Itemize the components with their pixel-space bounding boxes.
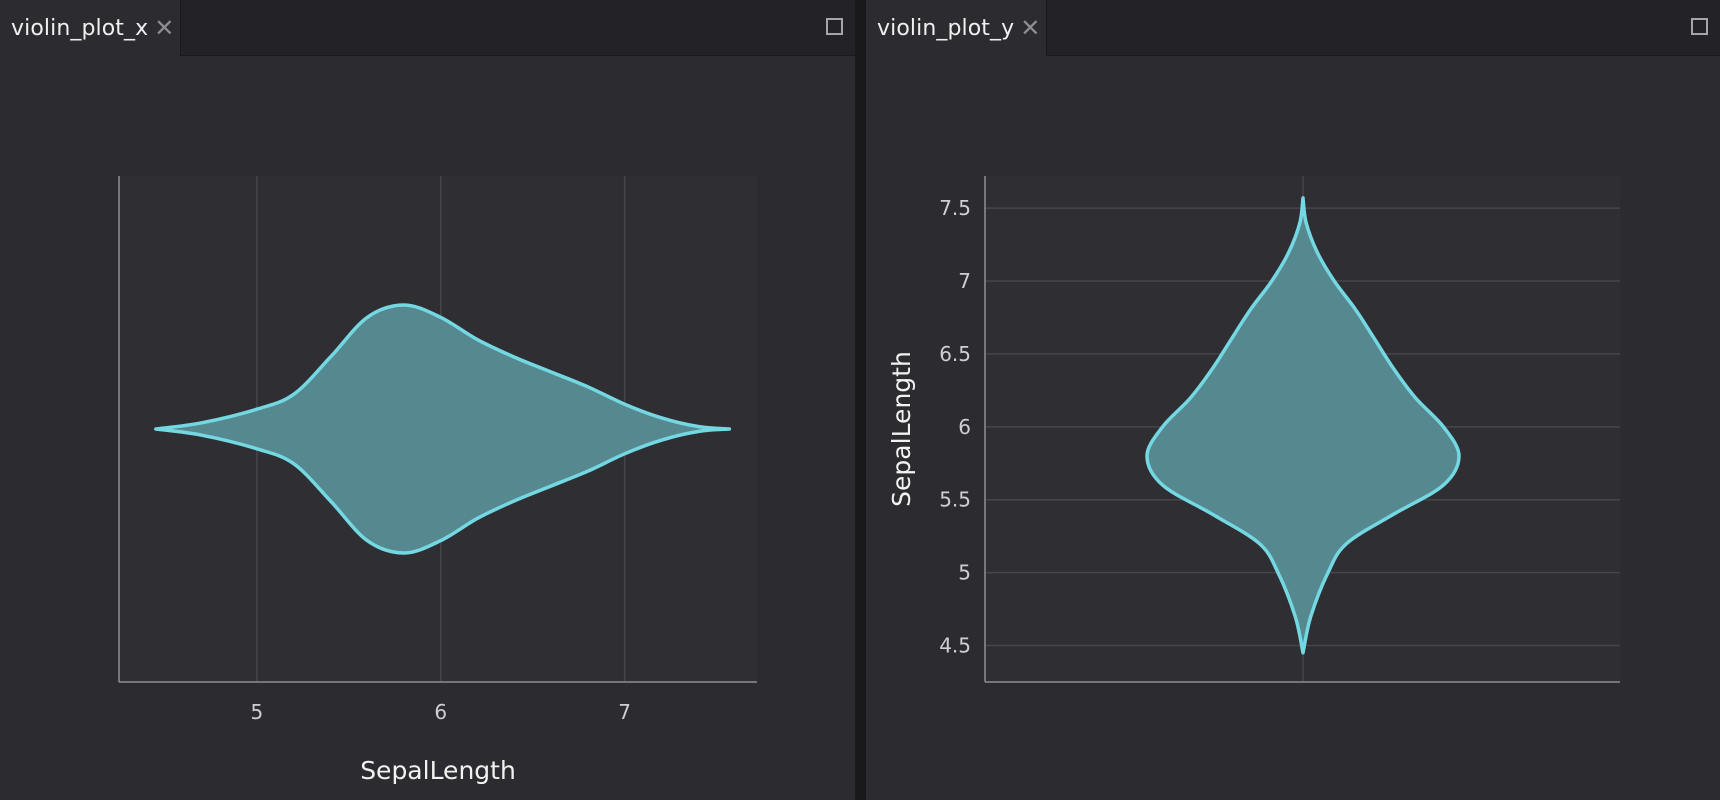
x-tick-label: 6 — [434, 700, 447, 724]
y-axis-label: SepalLength — [887, 351, 916, 507]
maximize-icon[interactable] — [826, 18, 843, 35]
y-tick-label: 6.5 — [939, 342, 971, 366]
tab-violin-plot-x[interactable]: violin_plot_x ✕ — [0, 0, 182, 56]
violin-chart-y: 4.5 5 5.5 6 6.5 7 7.5 SepalLength — [887, 176, 1620, 683]
x-axis-label: SepalLength — [360, 756, 516, 785]
panel-divider[interactable] — [855, 0, 866, 800]
tab-bar: violin_plot_y ✕ — [866, 0, 1720, 56]
close-icon[interactable]: ✕ — [154, 14, 175, 42]
y-tick-label: 4.5 — [939, 634, 971, 658]
violin-shape — [154, 303, 732, 555]
violin-chart-x: 5 6 7 SepalLength — [118, 176, 757, 785]
y-tick-label: 5 — [958, 561, 971, 585]
close-icon[interactable]: ✕ — [1020, 14, 1041, 42]
y-tick-label: 7 — [958, 269, 971, 293]
violin-panel-y: violin_plot_y ✕ 4.5 5 5.5 6 6.5 7 7.5 SepalLeng… — [866, 0, 1720, 800]
tab-bar: violin_plot_x ✕ — [0, 0, 855, 56]
y-tick-label: 6 — [958, 415, 971, 439]
maximize-icon[interactable] — [1691, 18, 1708, 35]
x-tick-label: 5 — [251, 700, 264, 724]
tab-label: violin_plot_x — [11, 15, 149, 41]
y-tick-label: 5.5 — [939, 488, 971, 512]
tab-violin-plot-y[interactable]: violin_plot_y ✕ — [866, 0, 1048, 56]
violin-shape — [1145, 196, 1461, 655]
tab-label: violin_plot_y — [877, 15, 1015, 41]
x-tick-label: 7 — [618, 700, 631, 724]
violin-panel-x: violin_plot_x ✕ 5 6 7 SepalLength — [0, 0, 855, 800]
y-tick-label: 7.5 — [939, 196, 971, 220]
